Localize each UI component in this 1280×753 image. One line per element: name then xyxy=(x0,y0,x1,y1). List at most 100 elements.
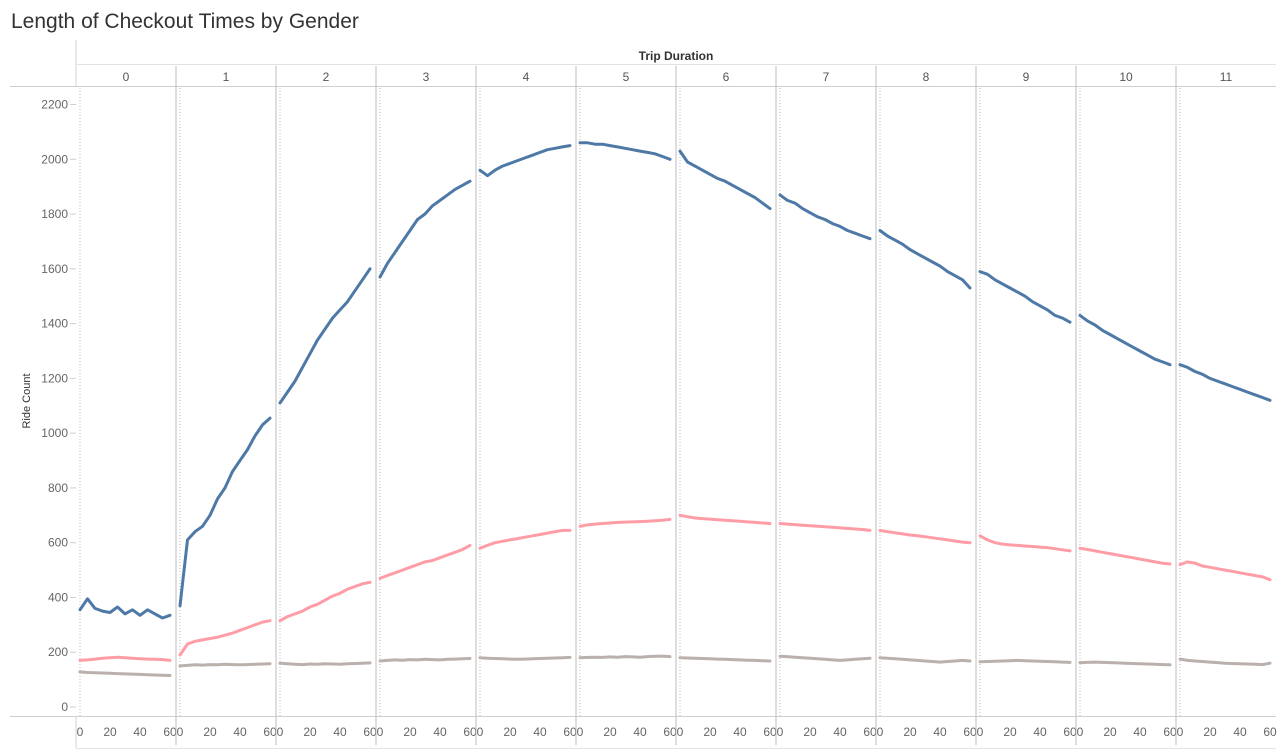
x-tick-label: 60 xyxy=(963,725,977,739)
series-line-panel-10 xyxy=(1078,546,1172,566)
x-tick-label: 60 xyxy=(263,725,277,739)
series-line-panel-11 xyxy=(1178,560,1272,582)
x-tick-label: 20 xyxy=(103,725,117,739)
x-tick-label: 20 xyxy=(703,725,717,739)
x-tick-label: 60 xyxy=(363,725,377,739)
x-tick-label: 60 xyxy=(863,725,877,739)
series-line-panel-6 xyxy=(678,149,772,211)
x-tick-label: 0 xyxy=(277,725,284,739)
panel-header-label: 3 xyxy=(423,70,430,84)
x-tick-label: 40 xyxy=(1033,725,1047,739)
x-tick-label: 40 xyxy=(433,725,447,739)
x-tick-label: 0 xyxy=(77,725,84,739)
y-tick-label: 1600 xyxy=(41,262,68,276)
x-tick-label: 20 xyxy=(603,725,617,739)
series-line-panel-4 xyxy=(478,144,572,178)
series-line-panel-11 xyxy=(1178,657,1272,667)
series-line-panel-1 xyxy=(178,416,272,608)
panel-header-label: 10 xyxy=(1119,70,1133,84)
x-tick-label: 20 xyxy=(903,725,917,739)
series-line-panel-2 xyxy=(278,661,372,667)
x-tick-label: 0 xyxy=(1077,725,1084,739)
series-line-panel-5 xyxy=(578,654,672,660)
panel-header-label: 4 xyxy=(523,70,530,84)
series-line-panel-7 xyxy=(778,654,872,662)
series-line-panel-5 xyxy=(578,141,672,161)
series-line-panel-10 xyxy=(1078,660,1172,667)
x-tick-label: 40 xyxy=(1233,725,1247,739)
panel-header-label: 11 xyxy=(1220,70,1233,84)
panel-header-label: 1 xyxy=(223,70,230,84)
x-tick-label: 20 xyxy=(303,725,317,739)
series-line-panel-6 xyxy=(678,513,772,525)
y-tick-label: 1400 xyxy=(41,317,68,331)
x-tick-label: 60 xyxy=(763,725,777,739)
series-line-panel-8 xyxy=(878,528,972,545)
x-tick-label: 40 xyxy=(733,725,747,739)
x-tick-label: 20 xyxy=(1203,725,1217,739)
x-tick-label: 20 xyxy=(1103,725,1117,739)
series-line-panel-8 xyxy=(878,229,972,290)
series-line-panel-9 xyxy=(978,534,1072,553)
x-tick-label: 0 xyxy=(1177,725,1184,739)
y-tick-label: 1800 xyxy=(41,207,68,221)
x-tick-label: 60 xyxy=(1263,725,1277,739)
series-line-panel-8 xyxy=(878,656,972,664)
x-tick-label: 20 xyxy=(803,725,817,739)
series-line-panel-11 xyxy=(1178,363,1272,402)
x-tick-label: 20 xyxy=(503,725,517,739)
y-tick-label: 0 xyxy=(61,700,68,714)
series-line-panel-5 xyxy=(578,517,672,528)
x-tick-label: 40 xyxy=(333,725,347,739)
series-line-panel-7 xyxy=(778,193,872,241)
x-tick-label: 40 xyxy=(633,725,647,739)
x-tick-label: 0 xyxy=(377,725,384,739)
series-line-panel-3 xyxy=(378,179,472,279)
chart-title: Length of Checkout Times by Gender xyxy=(11,10,359,33)
y-tick-label: 2000 xyxy=(41,152,68,166)
panel-header-label: 7 xyxy=(823,70,830,84)
x-tick-label: 60 xyxy=(663,725,677,739)
series-line-panel-10 xyxy=(1078,313,1172,367)
series-line-panel-0 xyxy=(78,670,172,677)
x-tick-label: 20 xyxy=(403,725,417,739)
x-tick-label: 0 xyxy=(777,725,784,739)
x-tick-label: 60 xyxy=(563,725,577,739)
x-tick-label: 60 xyxy=(463,725,477,739)
series-line-panel-4 xyxy=(478,655,572,661)
series-line-panel-9 xyxy=(978,270,1072,324)
x-tick-label: 60 xyxy=(163,725,177,739)
y-tick-label: 1000 xyxy=(41,426,68,440)
panel-header-label: 0 xyxy=(123,70,130,84)
series-line-panel-3 xyxy=(378,657,472,663)
x-tick-label: 20 xyxy=(1003,725,1017,739)
series-line-panel-0 xyxy=(78,655,172,662)
x-tick-label: 20 xyxy=(203,725,217,739)
series-line-panel-2 xyxy=(278,580,372,623)
panel-header-label: 6 xyxy=(723,70,730,84)
y-tick-label: 600 xyxy=(48,536,68,550)
x-tick-label: 0 xyxy=(477,725,484,739)
x-tick-label: 40 xyxy=(533,725,547,739)
panel-header-label: 8 xyxy=(923,70,930,84)
y-tick-label: 2200 xyxy=(41,98,68,112)
x-tick-label: 40 xyxy=(133,725,147,739)
y-tick-label: 800 xyxy=(48,481,68,495)
column-header-title: Trip Duration xyxy=(639,49,714,63)
x-tick-label: 40 xyxy=(933,725,947,739)
series-line-panel-9 xyxy=(978,658,1072,664)
series-line-panel-1 xyxy=(178,662,272,668)
panel-header-label: 2 xyxy=(323,70,330,84)
x-tick-label: 40 xyxy=(833,725,847,739)
panel-header-label: 9 xyxy=(1023,70,1030,84)
x-tick-label: 0 xyxy=(577,725,584,739)
x-tick-label: 60 xyxy=(1063,725,1077,739)
x-tick-label: 60 xyxy=(1163,725,1177,739)
series-line-panel-0 xyxy=(78,597,172,620)
x-tick-label: 0 xyxy=(677,725,684,739)
y-tick-label: 200 xyxy=(48,645,68,659)
y-axis-label: Ride Count xyxy=(21,373,33,428)
x-tick-label: 0 xyxy=(177,725,184,739)
x-tick-label: 0 xyxy=(877,725,884,739)
